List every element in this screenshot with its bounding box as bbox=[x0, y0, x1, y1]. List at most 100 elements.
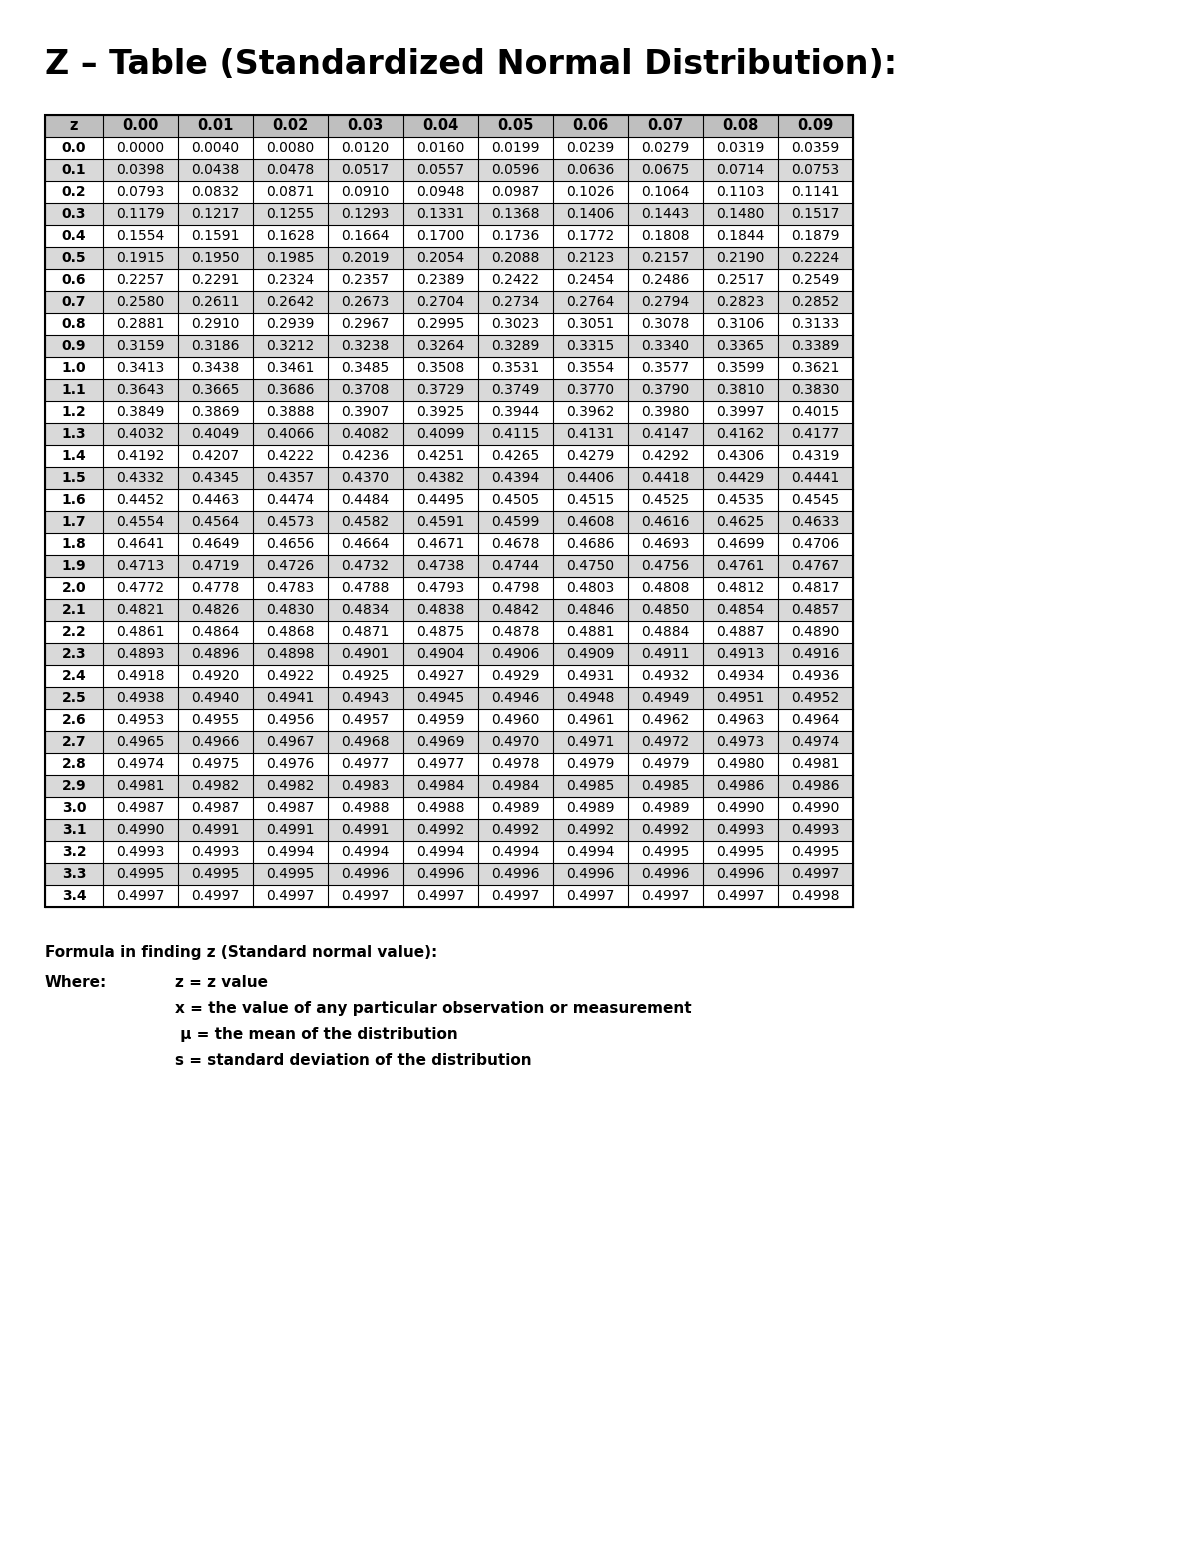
Text: 0.4995: 0.4995 bbox=[266, 867, 314, 881]
Text: 0.0359: 0.0359 bbox=[791, 141, 840, 155]
Text: 0.0753: 0.0753 bbox=[792, 163, 840, 177]
Text: 0.4898: 0.4898 bbox=[266, 648, 314, 662]
Text: 0.4732: 0.4732 bbox=[342, 559, 390, 573]
Text: 0.0636: 0.0636 bbox=[566, 163, 614, 177]
Text: 0.1915: 0.1915 bbox=[116, 252, 164, 266]
Text: 0.4744: 0.4744 bbox=[492, 559, 540, 573]
Text: 0.4599: 0.4599 bbox=[491, 516, 540, 530]
Text: 0.4986: 0.4986 bbox=[791, 780, 840, 794]
Text: 0.4515: 0.4515 bbox=[566, 492, 614, 506]
Text: 0.2939: 0.2939 bbox=[266, 317, 314, 331]
Text: 0.4099: 0.4099 bbox=[416, 427, 464, 441]
Text: 0.4177: 0.4177 bbox=[791, 427, 840, 441]
Text: 0.4582: 0.4582 bbox=[341, 516, 390, 530]
Text: 0.4981: 0.4981 bbox=[791, 756, 840, 770]
Text: 0.4979: 0.4979 bbox=[641, 756, 690, 770]
Bar bbox=[46, 422, 853, 446]
Text: 0.4918: 0.4918 bbox=[116, 669, 164, 683]
Text: 0.4973: 0.4973 bbox=[716, 735, 764, 749]
Text: 0.4904: 0.4904 bbox=[416, 648, 464, 662]
Text: 0.04: 0.04 bbox=[422, 118, 458, 134]
Text: 0.2224: 0.2224 bbox=[792, 252, 840, 266]
Text: 1.3: 1.3 bbox=[61, 427, 86, 441]
Text: 0.3749: 0.3749 bbox=[491, 384, 540, 398]
Text: 0.1368: 0.1368 bbox=[491, 207, 540, 221]
Text: 3.1: 3.1 bbox=[61, 823, 86, 837]
Bar bbox=[46, 357, 853, 379]
Text: 0.4962: 0.4962 bbox=[641, 713, 690, 727]
Text: 0.3438: 0.3438 bbox=[191, 360, 240, 374]
Text: 0.4920: 0.4920 bbox=[191, 669, 240, 683]
Bar bbox=[46, 753, 853, 775]
Text: 0.3997: 0.3997 bbox=[716, 405, 764, 419]
Text: 0.3810: 0.3810 bbox=[716, 384, 764, 398]
Text: 0.4982: 0.4982 bbox=[266, 780, 314, 794]
Text: 1.5: 1.5 bbox=[61, 471, 86, 485]
Text: 0.4967: 0.4967 bbox=[266, 735, 314, 749]
Text: 0.4993: 0.4993 bbox=[191, 845, 240, 859]
Text: 0.0438: 0.0438 bbox=[191, 163, 240, 177]
Text: 0.0557: 0.0557 bbox=[416, 163, 464, 177]
Text: 0.4974: 0.4974 bbox=[791, 735, 840, 749]
Text: 0.4911: 0.4911 bbox=[641, 648, 690, 662]
Text: 2.1: 2.1 bbox=[61, 603, 86, 617]
Bar bbox=[46, 446, 853, 467]
Text: 0.01: 0.01 bbox=[197, 118, 234, 134]
Text: 0.4968: 0.4968 bbox=[341, 735, 390, 749]
Text: 0.2291: 0.2291 bbox=[191, 273, 240, 287]
Text: 0.4834: 0.4834 bbox=[341, 603, 390, 617]
Text: 0.3907: 0.3907 bbox=[341, 405, 390, 419]
Bar bbox=[46, 842, 853, 863]
Text: 0.2190: 0.2190 bbox=[716, 252, 764, 266]
Text: 0.4997: 0.4997 bbox=[116, 888, 164, 902]
Text: 0.7: 0.7 bbox=[61, 295, 86, 309]
Text: 0.4756: 0.4756 bbox=[641, 559, 690, 573]
Text: 0.4686: 0.4686 bbox=[566, 537, 614, 551]
Text: 0.0478: 0.0478 bbox=[266, 163, 314, 177]
Text: 0.1879: 0.1879 bbox=[791, 228, 840, 242]
Bar bbox=[46, 818, 853, 842]
Text: 0.0199: 0.0199 bbox=[491, 141, 540, 155]
Text: 0.3340: 0.3340 bbox=[642, 339, 690, 353]
Text: 0.4826: 0.4826 bbox=[191, 603, 240, 617]
Text: 0.2764: 0.2764 bbox=[566, 295, 614, 309]
Text: 0.4750: 0.4750 bbox=[566, 559, 614, 573]
Text: 0.4850: 0.4850 bbox=[641, 603, 690, 617]
Bar bbox=[46, 401, 853, 422]
Text: 0.4996: 0.4996 bbox=[716, 867, 764, 881]
Text: 0.4838: 0.4838 bbox=[416, 603, 464, 617]
Text: 0.3289: 0.3289 bbox=[491, 339, 540, 353]
Text: 0.4656: 0.4656 bbox=[266, 537, 314, 551]
Text: 0.4525: 0.4525 bbox=[642, 492, 690, 506]
Text: 0.2823: 0.2823 bbox=[716, 295, 764, 309]
Text: 0.1026: 0.1026 bbox=[566, 185, 614, 199]
Text: 0.3133: 0.3133 bbox=[791, 317, 840, 331]
Bar bbox=[46, 686, 853, 710]
Bar bbox=[46, 115, 853, 137]
Text: 0.2257: 0.2257 bbox=[116, 273, 164, 287]
Text: 0.4890: 0.4890 bbox=[791, 624, 840, 638]
Bar bbox=[46, 863, 853, 885]
Text: 0.3708: 0.3708 bbox=[341, 384, 390, 398]
Text: 0.3665: 0.3665 bbox=[191, 384, 240, 398]
Text: 0.0: 0.0 bbox=[61, 141, 86, 155]
Text: 0.4990: 0.4990 bbox=[791, 801, 840, 815]
Text: 0.2642: 0.2642 bbox=[266, 295, 314, 309]
Text: 0.3389: 0.3389 bbox=[791, 339, 840, 353]
Text: 2.7: 2.7 bbox=[61, 735, 86, 749]
Text: 0.4916: 0.4916 bbox=[791, 648, 840, 662]
Text: 0.4857: 0.4857 bbox=[791, 603, 840, 617]
Text: 0.4987: 0.4987 bbox=[191, 801, 240, 815]
Text: 0.4981: 0.4981 bbox=[116, 780, 164, 794]
Text: 0.1772: 0.1772 bbox=[566, 228, 614, 242]
Text: 0.4997: 0.4997 bbox=[491, 888, 540, 902]
Text: 0.4251: 0.4251 bbox=[416, 449, 464, 463]
Text: 0.4995: 0.4995 bbox=[116, 867, 164, 881]
Text: 0.4429: 0.4429 bbox=[716, 471, 764, 485]
Text: 0.4994: 0.4994 bbox=[266, 845, 314, 859]
Text: 0.4131: 0.4131 bbox=[566, 427, 614, 441]
Text: 0.4969: 0.4969 bbox=[416, 735, 464, 749]
Text: 0.3365: 0.3365 bbox=[716, 339, 764, 353]
Text: 0.4988: 0.4988 bbox=[416, 801, 464, 815]
Bar bbox=[46, 137, 853, 158]
